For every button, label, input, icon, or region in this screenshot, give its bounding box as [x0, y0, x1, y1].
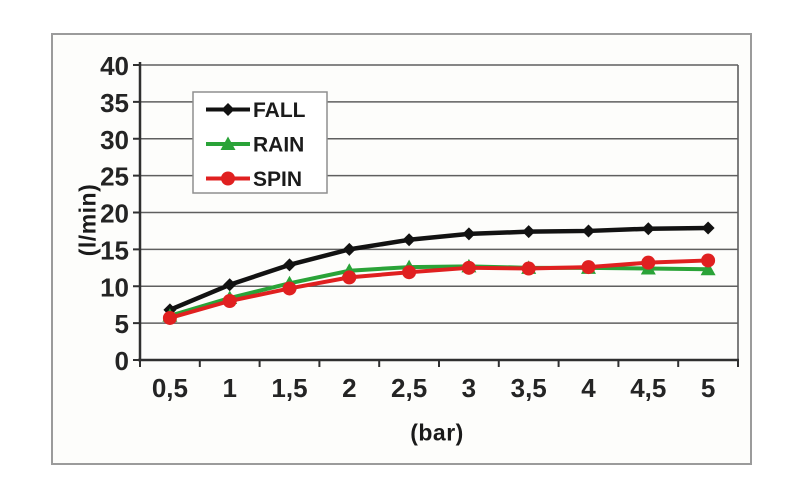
x-tick-label-2: 2 — [342, 373, 356, 403]
y-tick-label-10: 10 — [100, 272, 129, 302]
series-marker-SPIN-0 — [162, 310, 177, 325]
x-tick-label-2,5: 2,5 — [391, 373, 427, 403]
x-tick-label-3: 3 — [462, 373, 476, 403]
series-marker-RAIN-9 — [700, 261, 716, 276]
series-marker-FALL-7 — [582, 224, 595, 238]
y-tick-label-40: 40 — [100, 51, 129, 81]
series-marker-FALL-1 — [223, 278, 237, 292]
series-line-RAIN — [167, 264, 711, 318]
x-tick-label-5: 5 — [701, 373, 715, 403]
series-marker-SPIN-2 — [282, 281, 297, 296]
series-line-SPIN — [167, 258, 711, 320]
x-tick-label-4: 4 — [581, 373, 596, 403]
series-marker-SPIN-9 — [701, 253, 716, 268]
series-marker-FALL-3 — [342, 242, 356, 256]
series-marker-FALL-4 — [402, 233, 416, 247]
series-marker-FALL-2 — [283, 258, 296, 272]
series-marker-SPIN-8 — [641, 255, 656, 270]
y-tick-label-20: 20 — [100, 199, 129, 229]
series-marker-FALL-6 — [522, 225, 536, 239]
y-tick-label-30: 30 — [100, 125, 129, 155]
series-marker-FALL-9 — [701, 221, 715, 235]
x-axis-title: (bar) — [410, 419, 464, 446]
series-line-FALL — [167, 225, 711, 313]
legend-label-RAIN: RAIN — [253, 134, 304, 157]
series-marker-SPIN-1 — [222, 294, 237, 308]
series-marker-SPIN-3 — [342, 270, 357, 285]
series-marker-SPIN-6 — [521, 261, 536, 276]
legend-marker-RAIN — [220, 136, 236, 150]
series-marker-SPIN-4 — [402, 265, 417, 280]
series-marker-SPIN-7 — [581, 260, 596, 275]
x-tick-label-1,5: 1,5 — [271, 373, 307, 403]
y-tick-label-5: 5 — [115, 309, 129, 339]
y-tick-label-25: 25 — [100, 162, 129, 192]
y-tick-label-15: 15 — [100, 235, 129, 265]
x-tick-label-1: 1 — [222, 373, 236, 403]
legend-marker-SPIN — [221, 171, 235, 186]
series-marker-SPIN-5 — [461, 260, 476, 275]
y-axis-title: (l/min) — [74, 183, 101, 257]
legend-label-FALL: FALL — [253, 99, 306, 122]
legend-label-SPIN: SPIN — [253, 168, 302, 191]
x-tick-label-3,5: 3,5 — [511, 373, 547, 403]
series-marker-FALL-8 — [641, 222, 655, 236]
legend-marker-FALL — [221, 103, 235, 116]
x-tick-label-0,5: 0,5 — [152, 373, 188, 403]
x-tick-label-4,5: 4,5 — [630, 373, 666, 403]
series-marker-FALL-5 — [462, 227, 476, 241]
y-tick-label-35: 35 — [100, 88, 129, 118]
y-tick-label-0: 0 — [115, 346, 129, 376]
